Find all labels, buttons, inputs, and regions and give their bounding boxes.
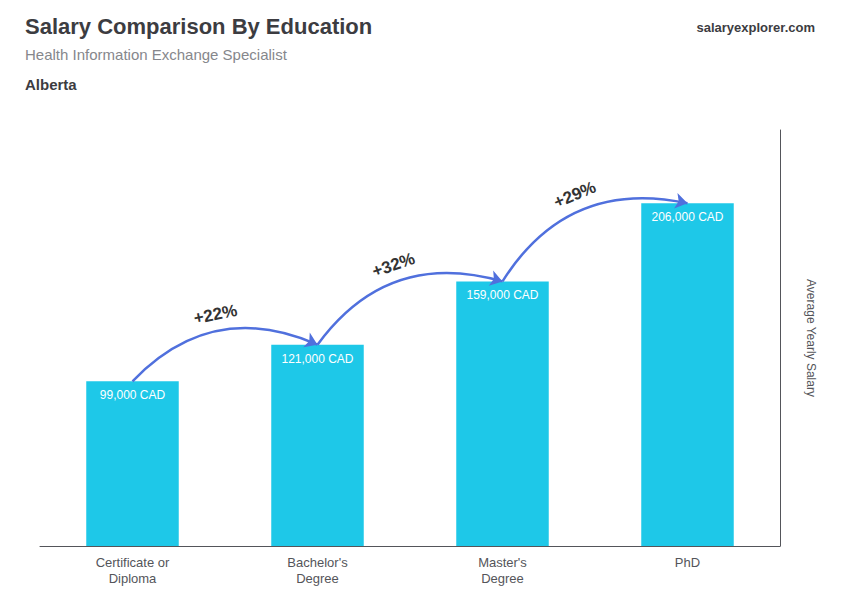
svg-text:Certificate or: Certificate or [96,555,170,570]
svg-text:Health Information Exchange Sp: Health Information Exchange Specialist [25,46,288,63]
svg-text:Degree: Degree [481,571,524,586]
svg-text:Degree: Degree [296,571,339,586]
svg-text:Bachelor's: Bachelor's [287,555,348,570]
svg-text:+32%: +32% [370,249,418,281]
svg-text:+22%: +22% [192,301,239,328]
svg-text:99,000 CAD: 99,000 CAD [100,388,166,402]
svg-text:Alberta: Alberta [25,76,77,93]
svg-text:salaryexplorer.com: salaryexplorer.com [696,20,815,35]
svg-text:+29%: +29% [551,177,599,212]
svg-text:Average Yearly Salary: Average Yearly Salary [804,279,818,397]
svg-text:Master's: Master's [478,555,527,570]
svg-text:121,000 CAD: 121,000 CAD [281,352,353,366]
svg-text:Diploma: Diploma [109,571,157,586]
svg-text:Salary Comparison By Education: Salary Comparison By Education [25,14,372,39]
svg-text:159,000 CAD: 159,000 CAD [466,288,538,302]
svg-text:206,000 CAD: 206,000 CAD [651,210,723,224]
svg-text:PhD: PhD [675,555,700,570]
